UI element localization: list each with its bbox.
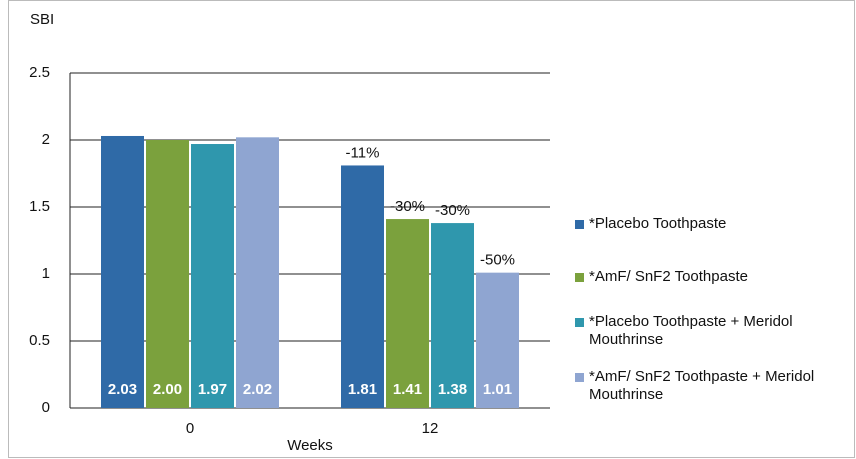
x-tick-label: 0 — [186, 420, 194, 437]
x-axis-label: Weeks — [287, 437, 333, 454]
legend-item: *Placebo Toothpaste + Meridol Mouthrinse — [575, 313, 819, 349]
value-label: 1.81 — [348, 381, 377, 398]
y-tick-label: 0.5 — [29, 332, 50, 349]
legend-swatch — [575, 373, 584, 382]
legend-item: *AmF/ SnF2 Toothpaste + Meridol Mouthrin… — [575, 368, 819, 404]
y-tick-label: 2.5 — [29, 64, 50, 81]
legend-label: *Placebo Toothpaste — [589, 215, 727, 232]
legend-label: *Placebo Toothpaste + Meridol Mouthrinse — [589, 313, 793, 348]
value-label: 1.97 — [198, 381, 227, 398]
value-label: 1.38 — [438, 381, 467, 398]
legend-swatch — [575, 318, 584, 327]
legend-swatch — [575, 220, 584, 229]
legend-label: *AmF/ SnF2 Toothpaste + Meridol Mouthrin… — [589, 368, 815, 403]
change-label: -11% — [346, 144, 380, 161]
y-axis-label: SBI — [30, 11, 54, 28]
bar — [236, 137, 279, 408]
y-tick-label: 2 — [42, 131, 50, 148]
bar — [146, 140, 189, 408]
legend-item: *Placebo Toothpaste — [575, 215, 819, 233]
bar — [191, 144, 234, 408]
bar — [341, 165, 384, 408]
legend-swatch — [575, 273, 584, 282]
value-label: 2.03 — [108, 381, 137, 398]
bar — [101, 135, 144, 409]
value-label: 1.01 — [483, 381, 512, 398]
value-label: 2.02 — [243, 381, 272, 398]
value-label: 1.41 — [393, 381, 422, 398]
x-tick-label: 12 — [422, 420, 439, 437]
change-label: -30% — [435, 202, 470, 219]
bar — [386, 219, 429, 408]
change-label: -50% — [480, 252, 515, 269]
y-tick-label: 1.5 — [29, 198, 50, 215]
frame — [8, 0, 855, 458]
value-label: 2.00 — [153, 381, 182, 398]
bar — [476, 272, 519, 408]
change-label: -30% — [390, 198, 425, 215]
bar — [431, 223, 474, 408]
y-tick-label: 1 — [42, 265, 50, 282]
y-tick-label: 0 — [42, 399, 50, 416]
legend-label: *AmF/ SnF2 Toothpaste — [589, 268, 748, 285]
legend-item: *AmF/ SnF2 Toothpaste — [575, 268, 819, 286]
